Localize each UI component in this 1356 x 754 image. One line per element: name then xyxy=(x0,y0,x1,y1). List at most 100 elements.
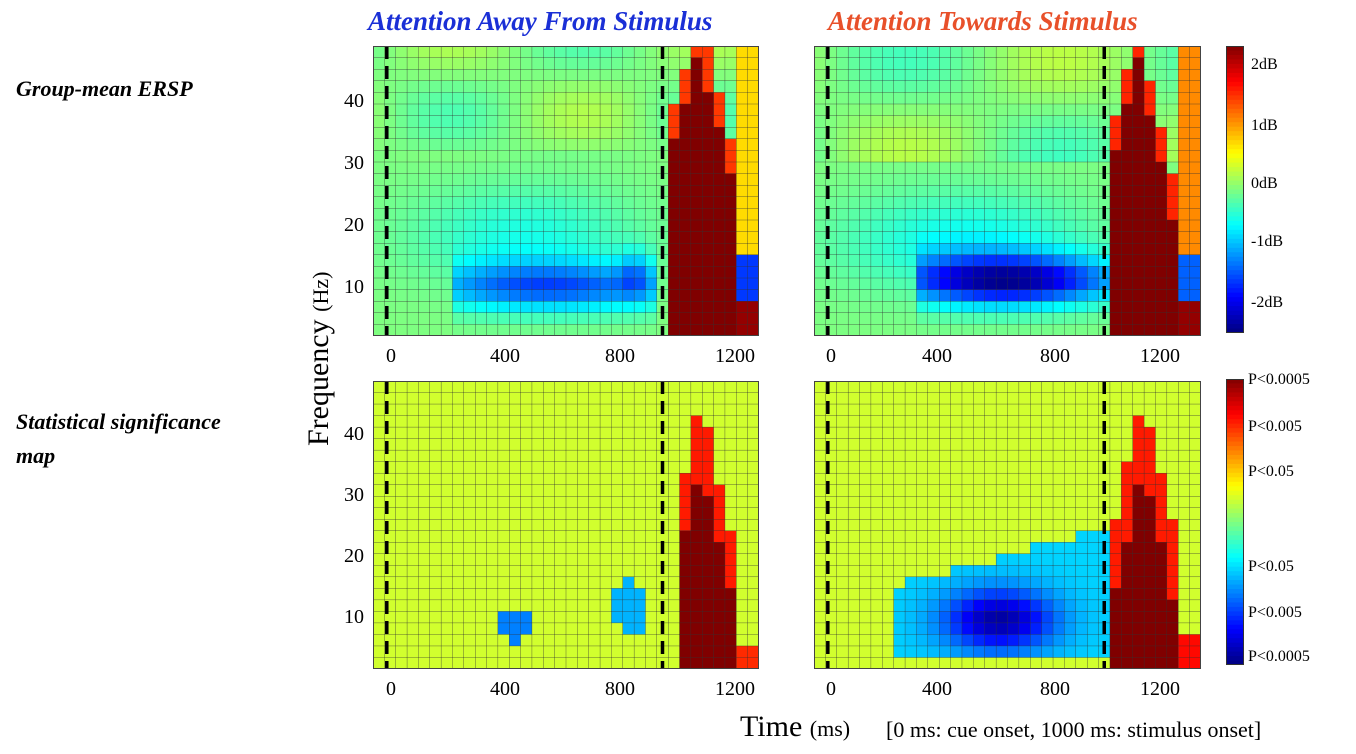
heatmap-cell xyxy=(1064,426,1077,440)
heatmap-cell xyxy=(452,634,465,647)
heatmap-cell xyxy=(973,161,986,175)
heatmap-cell xyxy=(406,243,419,256)
heatmap-cell xyxy=(577,496,590,509)
heatmap-cell xyxy=(588,277,601,291)
heatmap-cell xyxy=(565,472,578,486)
heatmap-cell xyxy=(747,496,759,509)
heatmap-cell xyxy=(1121,426,1134,440)
heatmap-cell xyxy=(554,438,567,451)
heatmap-cell xyxy=(429,243,442,256)
heatmap-cell xyxy=(747,542,759,555)
heatmap-cell xyxy=(577,542,590,555)
heatmap-cell xyxy=(939,115,952,128)
heatmap-cell xyxy=(1178,289,1191,302)
heatmap-cell xyxy=(1189,301,1201,314)
heatmap-cell xyxy=(429,588,442,601)
heatmap-cell xyxy=(724,289,737,302)
heatmap-cell xyxy=(1166,185,1179,198)
heatmap-cell xyxy=(1109,219,1122,233)
heatmap-cell xyxy=(1189,461,1201,474)
heatmap-cell xyxy=(1166,301,1179,314)
heatmap-cell xyxy=(599,103,612,117)
heatmap-cell xyxy=(916,196,929,209)
heatmap-cell xyxy=(452,324,465,336)
heatmap-cell xyxy=(406,289,419,302)
heatmap-cell xyxy=(475,150,488,163)
heatmap-cell xyxy=(1166,150,1179,163)
x-tick-top-right-1200: 1200 xyxy=(1140,345,1180,367)
heatmap-cell xyxy=(475,231,488,244)
heatmap-cell xyxy=(1075,576,1088,589)
heatmap-cell xyxy=(713,69,726,82)
heatmap-cell xyxy=(679,484,692,497)
heatmap-cell xyxy=(622,426,635,440)
heatmap-cell xyxy=(1064,185,1077,198)
colorbar-swatch xyxy=(1226,225,1244,231)
heatmap-cell xyxy=(668,277,681,291)
heatmap-cell xyxy=(543,80,556,93)
heatmap-cell xyxy=(633,392,646,405)
heatmap-cell xyxy=(1109,301,1122,314)
heatmap-cell xyxy=(463,69,476,82)
heatmap-cell xyxy=(1178,588,1191,601)
heatmap-cell xyxy=(599,312,612,325)
heatmap-cell xyxy=(440,519,453,532)
heatmap-cell xyxy=(1155,266,1168,279)
heatmap-cell xyxy=(486,115,499,128)
heatmap-cell xyxy=(486,622,499,635)
heatmap-cell xyxy=(904,69,917,82)
heatmap-cell xyxy=(847,127,861,140)
heatmap-cell xyxy=(395,196,408,209)
y-tick-top-30: 30 xyxy=(344,152,364,174)
heatmap-cell xyxy=(939,266,952,279)
heatmap-cell xyxy=(1143,277,1156,291)
heatmap-cell xyxy=(859,530,872,543)
heatmap-cell xyxy=(645,138,658,151)
heatmap-cell xyxy=(679,138,692,151)
heatmap-cell xyxy=(577,185,590,198)
heatmap-cell xyxy=(633,599,646,612)
heatmap-cell xyxy=(904,530,917,543)
heatmap-cell xyxy=(1007,173,1020,186)
heatmap-cell xyxy=(486,80,499,93)
heatmap-cell xyxy=(736,496,749,509)
heatmap-cell xyxy=(1109,196,1122,209)
colorbar-swatch xyxy=(1226,234,1244,240)
heatmap-cell xyxy=(406,634,419,647)
heatmap-cell xyxy=(1166,69,1179,82)
heatmap-cell xyxy=(1018,519,1031,532)
heatmap-cell xyxy=(916,426,929,440)
heatmap-cell xyxy=(724,46,737,59)
heatmap-cell xyxy=(373,185,385,198)
heatmap-cell xyxy=(611,611,624,624)
colorbar-swatch xyxy=(1226,99,1244,105)
heatmap-cell xyxy=(679,277,692,291)
heatmap-cell xyxy=(611,484,624,497)
heatmap-cell xyxy=(713,657,726,669)
heatmap-cell xyxy=(1178,519,1191,532)
heatmap-cell xyxy=(1121,69,1134,82)
heatmap-cell xyxy=(939,231,952,244)
heatmap-cell xyxy=(418,622,431,635)
heatmap-cell xyxy=(927,449,940,463)
heatmap-cell xyxy=(1030,415,1043,428)
heatmap-cell xyxy=(1189,576,1201,589)
heatmap-cell xyxy=(588,196,601,209)
heatmap-cell xyxy=(1041,115,1054,128)
heatmap-cell xyxy=(1030,103,1043,117)
colorbar-swatch xyxy=(1226,158,1244,164)
heatmap-cell xyxy=(859,312,872,325)
row-label-significance-line1: Statistical significance xyxy=(16,409,221,434)
heatmap-cell xyxy=(1075,324,1088,336)
heatmap-cell xyxy=(893,92,906,105)
heatmap-cell xyxy=(463,161,476,175)
heatmap-cell xyxy=(543,103,556,117)
heatmap-cell xyxy=(633,46,646,59)
heatmap-cell xyxy=(859,611,872,624)
heatmap-cell xyxy=(1155,80,1168,93)
heatmap-cell xyxy=(622,324,635,336)
heatmap-cell xyxy=(836,657,849,669)
heatmap-cell xyxy=(463,426,476,440)
heatmap-cell xyxy=(1052,324,1065,336)
heatmap-cell xyxy=(588,324,601,336)
